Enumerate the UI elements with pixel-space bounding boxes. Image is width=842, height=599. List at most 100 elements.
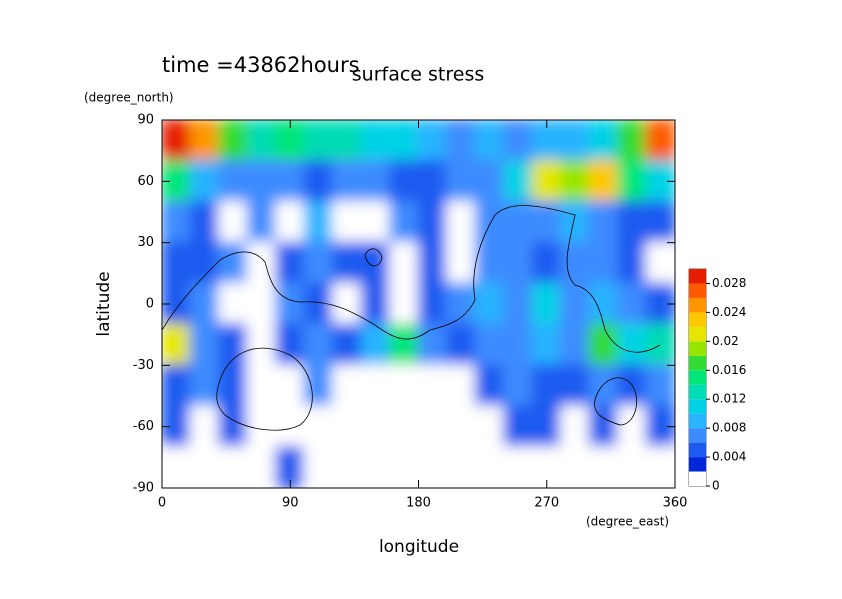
field-cells	[162, 120, 675, 488]
colorbar-swatch	[689, 269, 706, 284]
field-cell	[246, 241, 277, 285]
field-cell	[332, 364, 363, 408]
field-cell	[560, 323, 591, 367]
field-cell	[474, 323, 505, 367]
y-tick-label: -60	[133, 419, 154, 434]
field-cell	[617, 159, 648, 203]
field-cell	[389, 120, 420, 162]
field-cell	[645, 323, 675, 367]
x-tick-label: 90	[282, 496, 299, 511]
colorbar-swatch	[689, 428, 706, 443]
field-cell	[588, 323, 619, 367]
field-cell	[246, 446, 277, 488]
field-cell	[531, 405, 562, 449]
field-cell	[531, 282, 562, 326]
field-cell	[645, 364, 675, 408]
field-cell	[303, 446, 334, 488]
field-cell	[218, 282, 249, 326]
colorbar-tick-label: 0.008	[712, 421, 746, 435]
y-axis-label: latitude	[94, 271, 114, 336]
y-tick-label: -90	[133, 481, 154, 496]
field-cell	[446, 364, 477, 408]
field-cell	[303, 200, 334, 244]
field-cell	[360, 364, 391, 408]
field-cell	[617, 323, 648, 367]
field-cell	[332, 241, 363, 285]
field-cell	[275, 364, 306, 408]
field-cell	[275, 200, 306, 244]
field-cell	[332, 323, 363, 367]
colorbar-swatch	[689, 341, 706, 356]
colorbar-swatch	[689, 370, 706, 385]
field-cell	[332, 159, 363, 203]
field-cell	[417, 446, 448, 488]
field-cell	[588, 364, 619, 408]
field-cell	[446, 120, 477, 162]
field-cell	[446, 200, 477, 244]
chart-title: surface stress	[352, 64, 485, 86]
field-cell	[503, 241, 534, 285]
field-cell	[503, 446, 534, 488]
colorbar-swatch	[689, 326, 706, 342]
field-cell	[417, 405, 448, 449]
field-cell	[360, 282, 391, 326]
field-cell	[560, 241, 591, 285]
field-cell	[645, 200, 675, 244]
field-cell	[360, 200, 391, 244]
field-cell	[560, 282, 591, 326]
colorbar-swatch	[689, 355, 706, 371]
colorbar-tick-label: 0.024	[712, 305, 746, 319]
colorbar-swatch	[689, 312, 706, 327]
field-cell	[332, 200, 363, 244]
field-cell	[474, 446, 505, 488]
field-cell	[303, 159, 334, 203]
field-cell	[446, 241, 477, 285]
field-cell	[617, 405, 648, 449]
field-cell	[360, 446, 391, 488]
field-cell	[531, 159, 562, 203]
colorbar-tick-label: 0.012	[712, 392, 746, 406]
x-tick-label: 180	[406, 496, 431, 511]
field-cell	[303, 241, 334, 285]
x-tick-label: 0	[158, 496, 166, 511]
field-cell	[531, 241, 562, 285]
field-cell	[588, 120, 619, 162]
field-cell	[218, 446, 249, 488]
coastline	[162, 205, 661, 353]
field-cell	[588, 405, 619, 449]
field-cell	[162, 364, 192, 408]
field-cell	[588, 200, 619, 244]
field-cell	[417, 364, 448, 408]
field-cell	[560, 159, 591, 203]
field-cell	[474, 405, 505, 449]
field-cell	[189, 364, 220, 408]
field-cell	[218, 200, 249, 244]
field-cell	[503, 120, 534, 162]
field-cell	[560, 405, 591, 449]
field-cell	[218, 405, 249, 449]
field-cell	[218, 120, 249, 162]
field-cell	[531, 364, 562, 408]
field-cell	[303, 120, 334, 162]
field-cell	[474, 364, 505, 408]
field-cell	[474, 241, 505, 285]
field-cell	[162, 200, 192, 244]
field-cell	[531, 323, 562, 367]
field-cell	[389, 446, 420, 488]
field-cell	[162, 120, 192, 162]
field-cell	[360, 405, 391, 449]
field-cell	[588, 282, 619, 326]
colorbar-swatch	[689, 297, 706, 313]
field-cell	[389, 200, 420, 244]
field-cell	[189, 282, 220, 326]
field-cell	[189, 323, 220, 367]
coastline	[594, 377, 637, 426]
colorbar-tick-label: 0.004	[712, 450, 746, 464]
y-tick-label: -30	[133, 358, 154, 373]
x-unit: (degree_east)	[586, 515, 669, 529]
colorbar-swatch	[689, 457, 706, 472]
field-cell	[332, 446, 363, 488]
field-cell	[275, 323, 306, 367]
coastline	[364, 248, 383, 267]
field-cell	[246, 282, 277, 326]
